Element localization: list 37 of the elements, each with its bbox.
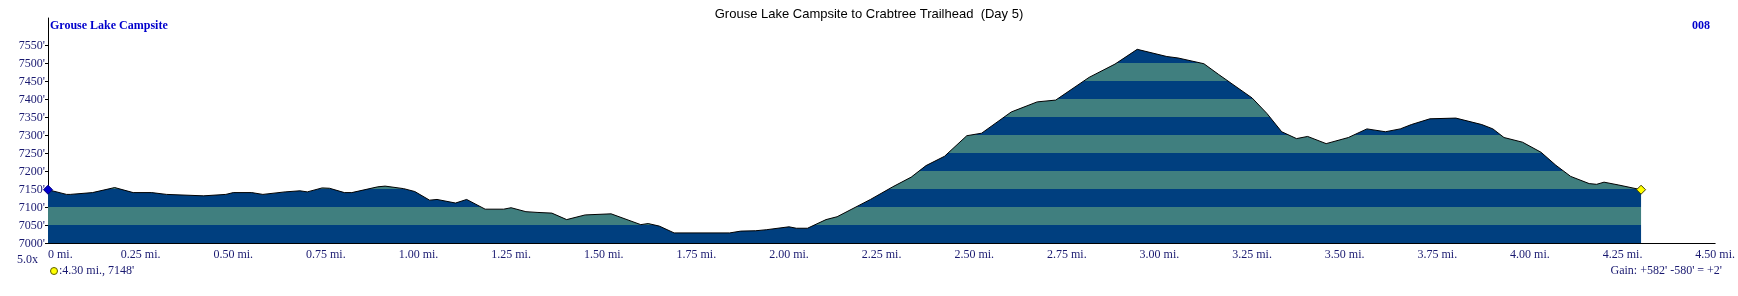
x-tick-label: 1.00 mi. (398, 247, 439, 261)
x-tick-label: 2.25 mi. (861, 247, 902, 261)
x-tick-label: 4.50 mi. (1695, 247, 1735, 261)
y-tick-label: 7550' (18, 38, 45, 52)
y-tick-label: 7200' (18, 164, 45, 178)
x-tick-label: 3.25 mi. (1232, 247, 1272, 261)
text: Gain: +582' -580' = +2' (1610, 263, 1722, 278)
annotation: 008 (1692, 18, 1710, 33)
y-tick-label: 7000' (18, 236, 45, 250)
x-tick-label: 0.50 mi. (213, 247, 254, 261)
x-tick-label: 0 mi. (48, 247, 73, 261)
x-tick-label: 3.75 mi. (1417, 247, 1458, 261)
y-tick-label: 7300' (18, 128, 45, 142)
x-tick-label: 1.75 mi. (676, 247, 717, 261)
y-tick-label: 7100' (18, 200, 45, 214)
y-tick-label: 7050' (18, 218, 45, 232)
x-tick-label: 3.50 mi. (1324, 247, 1365, 261)
x-tick-label: 4.25 mi. (1602, 247, 1643, 261)
chart-title: Grouse Lake Campsite to Crabtree Trailhead (Day 5) (714, 6, 1024, 21)
x-tick-label: 4.00 mi. (1510, 247, 1550, 261)
x-tick-label: 0.25 mi. (120, 247, 161, 261)
x-tick-label: 2.50 mi. (954, 247, 995, 261)
x-tick-label: 1.50 mi. (583, 247, 624, 261)
x-tick-label: 3.00 mi. (1139, 247, 1180, 261)
x-tick-label: 0.75 mi. (306, 247, 346, 261)
annotation: Grouse Lake Campsite (50, 18, 168, 33)
text: 5.0x (17, 252, 38, 267)
x-tick-label: 2.75 mi. (1046, 247, 1087, 261)
x-tick-label: 1.25 mi. (491, 247, 531, 261)
y-tick-label: 7150' (18, 182, 45, 196)
y-tick-label: 7250' (18, 146, 45, 160)
y-tick-label: 7350' (18, 110, 45, 124)
y-tick-label: 7500' (18, 56, 45, 70)
y-tick-label: 7450' (18, 74, 45, 88)
text: :4.30 mi., 7148' (58, 263, 135, 278)
y-tick-label: 7400' (18, 92, 45, 106)
x-tick-label: 2.00 mi. (769, 247, 809, 261)
